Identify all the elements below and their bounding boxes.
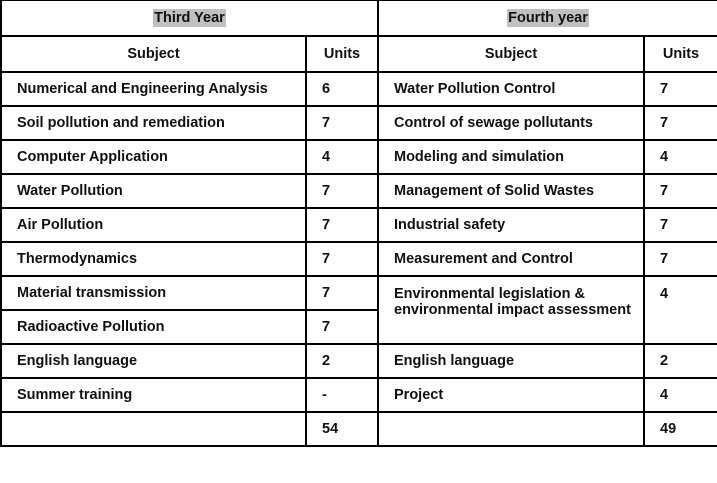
curriculum-table: Third Year Fourth year Subject Units Sub… — [0, 0, 717, 447]
units-cell: 7 — [305, 207, 379, 243]
units-cell: 4 — [643, 377, 717, 413]
subject-cell: Modeling and simulation — [377, 139, 645, 175]
empty-cell — [377, 411, 645, 447]
units-cell: 4 — [643, 139, 717, 175]
third-year-total: 54 — [305, 411, 379, 447]
fourth-year-title: Fourth year — [507, 9, 589, 27]
units-cell: 7 — [643, 71, 717, 107]
subject-cell: English language — [0, 343, 307, 379]
subject-cell: Project — [377, 377, 645, 413]
subject-cell: Air Pollution — [0, 207, 307, 243]
table-row: Material transmission 7 Environmental le… — [0, 275, 717, 345]
table-row: Water Pollution 7 Management of Solid Wa… — [0, 173, 717, 209]
table-row: Radioactive Pollution 7 — [0, 309, 717, 345]
third-year-title-cell: Third Year — [0, 0, 379, 37]
subject-cell: Numerical and Engineering Analysis — [0, 71, 307, 107]
units-cell: 7 — [305, 275, 379, 311]
total-row: 54 49 — [0, 411, 717, 447]
units-cell: 7 — [305, 241, 379, 277]
units-cell: 7 — [305, 105, 379, 141]
subject-cell: English language — [377, 343, 645, 379]
subject-cell: Thermodynamics — [0, 241, 307, 277]
subject-cell: Measurement and Control — [377, 241, 645, 277]
units-cell: 2 — [643, 343, 717, 379]
units-cell: 4 — [643, 275, 717, 345]
fourth-year-total: 49 — [643, 411, 717, 447]
table-row: Thermodynamics 7 Measurement and Control… — [0, 241, 717, 277]
subject-cell: Water Pollution Control — [377, 71, 645, 107]
third-year-title: Third Year — [153, 9, 226, 27]
units-cell: 7 — [305, 173, 379, 209]
third-year-subject-header: Subject — [0, 35, 307, 73]
third-year-units-header: Units — [305, 35, 379, 73]
table-row: English language 2 English language 2 — [0, 343, 717, 379]
fourth-year-subject-header: Subject — [377, 35, 645, 73]
table-row: Soil pollution and remediation 7 Control… — [0, 105, 717, 141]
subject-cell: Soil pollution and remediation — [0, 105, 307, 141]
subject-cell: Summer training — [0, 377, 307, 413]
subject-cell: Radioactive Pollution — [0, 309, 307, 345]
units-cell: 6 — [305, 71, 379, 107]
fourth-year-title-cell: Fourth year — [377, 0, 717, 37]
subject-cell: Control of sewage pollutants — [377, 105, 645, 141]
table-row: Computer Application 4 Modeling and simu… — [0, 139, 717, 175]
subject-cell: Material transmission — [0, 275, 307, 311]
subject-cell: Environmental legislation & environmenta… — [377, 275, 645, 345]
subject-cell: Computer Application — [0, 139, 307, 175]
column-header-row: Subject Units Subject Units — [0, 35, 717, 73]
fourth-year-units-header: Units — [643, 35, 717, 73]
empty-cell — [0, 411, 307, 447]
units-cell: 7 — [305, 309, 379, 345]
units-cell: 7 — [643, 105, 717, 141]
units-cell: - — [305, 377, 379, 413]
table-row: Numerical and Engineering Analysis 6 Wat… — [0, 71, 717, 107]
units-cell: 7 — [643, 207, 717, 243]
subject-cell: Management of Solid Wastes — [377, 173, 645, 209]
table-row: Summer training - Project 4 — [0, 377, 717, 413]
units-cell: 4 — [305, 139, 379, 175]
table-row: Air Pollution 7 Industrial safety 7 — [0, 207, 717, 243]
units-cell: 7 — [643, 173, 717, 209]
units-cell: 2 — [305, 343, 379, 379]
subject-cell: Water Pollution — [0, 173, 307, 209]
units-cell: 7 — [643, 241, 717, 277]
subject-cell: Industrial safety — [377, 207, 645, 243]
year-header-row: Third Year Fourth year — [0, 0, 717, 37]
